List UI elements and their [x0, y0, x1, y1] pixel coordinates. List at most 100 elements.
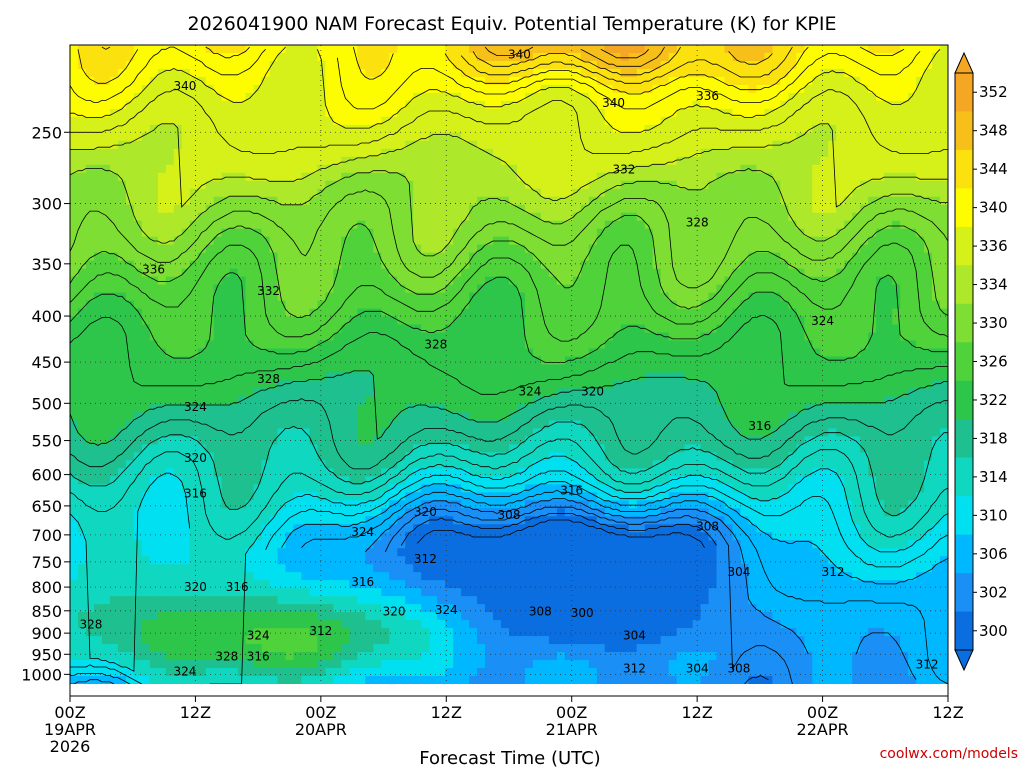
- field-cell: [469, 156, 478, 166]
- field-cell: [133, 276, 143, 286]
- field-cell: [237, 340, 247, 350]
- field-cell: [173, 612, 183, 621]
- field-cell: [540, 540, 550, 549]
- field-cell: [213, 204, 223, 214]
- field-cell: [413, 284, 422, 294]
- field-cell: [397, 212, 406, 222]
- field-cell: [437, 108, 446, 118]
- field-cell: [509, 484, 518, 493]
- field-cell: [197, 164, 207, 174]
- field-cell: [301, 108, 311, 118]
- field-cell: [445, 604, 454, 613]
- field-cell: [117, 404, 127, 414]
- field-cell: [556, 404, 566, 414]
- field-cell: [540, 108, 550, 118]
- field-cell: [205, 108, 215, 118]
- field-cell: [477, 532, 486, 541]
- field-cell: [269, 388, 279, 398]
- field-cell: [269, 308, 279, 318]
- field-cell: [85, 580, 95, 589]
- field-cell: [381, 252, 390, 262]
- field-cell: [429, 116, 438, 126]
- field-cell: [237, 300, 247, 310]
- field-cell: [405, 564, 414, 573]
- field-cell: [413, 76, 422, 86]
- field-cell: [141, 532, 151, 541]
- field-cell: [85, 252, 95, 262]
- field-cell: [189, 172, 199, 182]
- field-cell: [117, 572, 127, 581]
- field-cell: [333, 308, 342, 318]
- field-cell: [469, 84, 478, 94]
- field-cell: [333, 620, 342, 629]
- field-cell: [301, 204, 311, 214]
- field-cell: [445, 268, 454, 278]
- field-cell: [309, 196, 319, 206]
- field-cell: [93, 324, 103, 334]
- field-cell: [213, 436, 223, 445]
- field-cell: [413, 84, 422, 94]
- field-cell: [293, 164, 303, 174]
- field-cell: [437, 116, 446, 126]
- field-cell: [381, 324, 390, 334]
- field-cell: [189, 45, 199, 54]
- field-cell: [381, 76, 390, 86]
- field-cell: [493, 108, 502, 118]
- field-cell: [141, 660, 151, 669]
- field-cell: [493, 604, 502, 613]
- field-cell: [540, 132, 550, 142]
- field-cell: [229, 220, 239, 230]
- field-cell: [70, 188, 79, 198]
- field-cell: [501, 676, 510, 684]
- field-cell: [93, 308, 103, 318]
- field-cell: [501, 580, 510, 589]
- field-cell: [141, 300, 151, 310]
- field-cell: [149, 548, 159, 557]
- field-cell: [221, 252, 231, 262]
- field-cell: [556, 132, 566, 142]
- field-cell: [516, 196, 526, 206]
- field-cell: [341, 148, 350, 158]
- field-cell: [532, 556, 542, 565]
- field-cell: [77, 652, 87, 661]
- field-cell: [532, 252, 542, 262]
- field-cell: [70, 372, 79, 382]
- field-cell: [389, 676, 398, 684]
- field-cell: [77, 468, 87, 477]
- field-cell: [429, 652, 438, 661]
- field-cell: [293, 412, 303, 422]
- field-cell: [213, 180, 223, 190]
- field-cell: [532, 404, 542, 414]
- field-cell: [93, 516, 103, 525]
- field-cell: [365, 612, 374, 621]
- field-cell: [532, 460, 542, 469]
- field-cell: [516, 172, 526, 182]
- field-cell: [261, 316, 271, 326]
- field-cell: [357, 556, 366, 565]
- field-cell: [469, 436, 478, 445]
- field-cell: [253, 196, 263, 206]
- field-cell: [285, 516, 295, 525]
- field-cell: [141, 492, 151, 501]
- field-cell: [109, 84, 119, 94]
- field-cell: [229, 204, 239, 214]
- field-cell: [501, 556, 510, 565]
- field-cell: [357, 612, 366, 621]
- field-cell: [445, 436, 454, 445]
- field-cell: [181, 428, 191, 437]
- field-cell: [157, 500, 167, 509]
- field-cell: [229, 212, 239, 222]
- field-cell: [349, 436, 358, 445]
- field-cell: [173, 588, 183, 597]
- field-cell: [245, 412, 255, 422]
- field-cell: [213, 532, 223, 541]
- field-cell: [141, 116, 151, 126]
- field-cell: [429, 444, 438, 453]
- field-cell: [445, 652, 454, 661]
- field-cell: [261, 452, 271, 461]
- field-cell: [309, 148, 319, 158]
- field-cell: [205, 356, 215, 366]
- field-cell: [485, 116, 494, 126]
- field-cell: [70, 252, 79, 262]
- field-cell: [469, 380, 478, 390]
